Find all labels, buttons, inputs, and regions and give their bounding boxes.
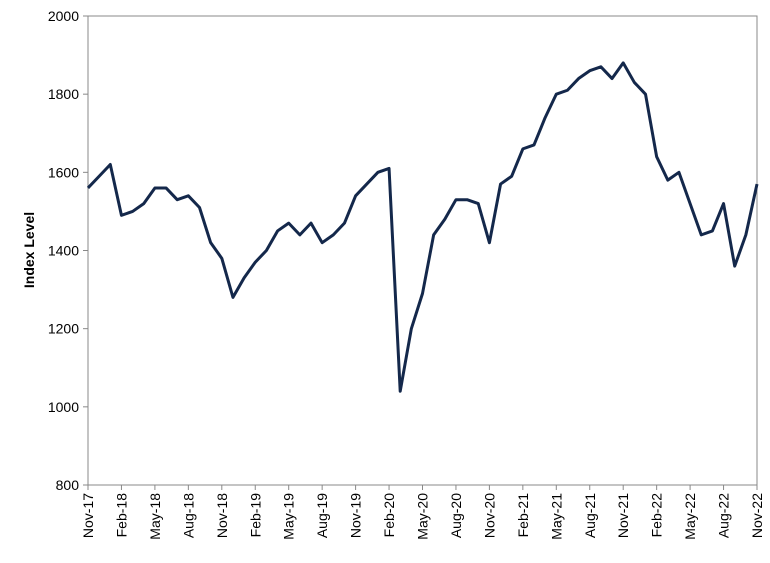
x-tick-label: Aug-20 xyxy=(448,493,464,538)
line-series xyxy=(86,61,759,393)
x-tick-label: Feb-20 xyxy=(381,493,397,538)
x-tick-label: Feb-19 xyxy=(247,493,263,538)
x-tick-label: Aug-18 xyxy=(180,493,196,538)
x-tick-label: Nov-18 xyxy=(214,493,230,538)
y-tick-label: 1200 xyxy=(48,321,79,337)
x-tick-label: May-22 xyxy=(682,493,698,540)
x-tick-label: Feb-21 xyxy=(515,493,531,538)
x-tick-label: Feb-18 xyxy=(113,493,129,538)
x-tick-label: May-21 xyxy=(548,493,564,540)
x-tick-label: Nov-21 xyxy=(615,493,631,538)
x-tick-label: Feb-22 xyxy=(649,493,665,538)
x-tick-label: Nov-20 xyxy=(481,493,497,538)
x-tick-label: Nov-17 xyxy=(80,493,96,538)
y-axis-label: Index Level xyxy=(21,212,37,288)
plot-frame xyxy=(87,15,758,486)
x-tick-label: Aug-21 xyxy=(582,493,598,538)
x-tick-label: May-18 xyxy=(147,493,163,540)
x-tick-label: May-19 xyxy=(281,493,297,540)
x-tick-label: Aug-19 xyxy=(314,493,330,538)
x-tick-label: Nov-19 xyxy=(348,493,364,538)
y-tick-label: 2000 xyxy=(48,8,79,24)
y-tick-label: 1800 xyxy=(48,86,79,102)
y-tick-label: 1000 xyxy=(48,399,79,415)
y-tick-label: 1400 xyxy=(48,243,79,259)
y-tick-label: 800 xyxy=(56,477,80,493)
x-tick-label: Aug-22 xyxy=(716,493,732,538)
x-tick-label: Nov-22 xyxy=(749,493,765,538)
y-tick-label: 1600 xyxy=(48,164,79,180)
x-tick-label: May-20 xyxy=(415,493,431,540)
